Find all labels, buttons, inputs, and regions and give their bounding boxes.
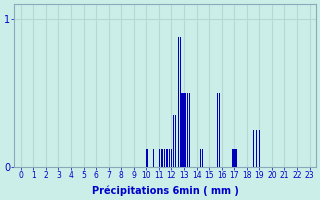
Bar: [169, 149, 170, 167]
Bar: [181, 93, 183, 167]
Bar: [164, 149, 165, 167]
Bar: [217, 93, 218, 167]
Bar: [234, 149, 235, 167]
Bar: [253, 130, 254, 167]
Bar: [200, 149, 201, 167]
Bar: [146, 149, 148, 167]
Bar: [189, 93, 190, 167]
Bar: [187, 93, 188, 167]
Bar: [236, 149, 237, 167]
Bar: [180, 37, 181, 167]
Bar: [153, 149, 154, 167]
Bar: [259, 130, 260, 167]
Bar: [159, 149, 160, 167]
X-axis label: Précipitations 6min ( mm ): Précipitations 6min ( mm ): [92, 185, 239, 196]
Bar: [166, 149, 168, 167]
Bar: [175, 115, 176, 167]
Bar: [183, 93, 185, 167]
Bar: [173, 115, 174, 167]
Bar: [178, 37, 179, 167]
Bar: [256, 130, 257, 167]
Bar: [161, 149, 163, 167]
Bar: [219, 93, 220, 167]
Bar: [185, 93, 187, 167]
Bar: [202, 149, 204, 167]
Bar: [171, 149, 172, 167]
Bar: [232, 149, 234, 167]
